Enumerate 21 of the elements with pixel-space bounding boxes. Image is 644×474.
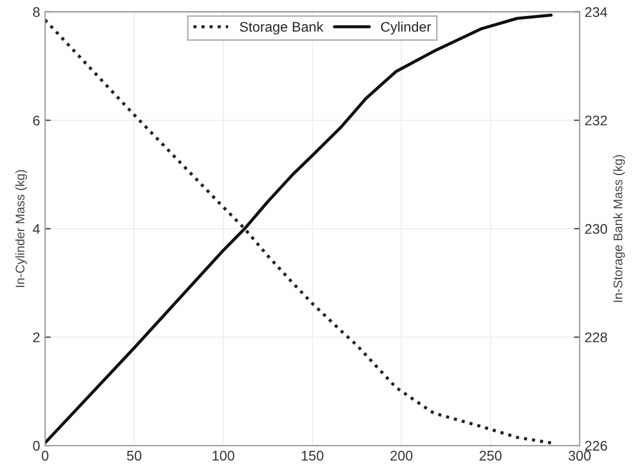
legend-label: Cylinder <box>381 22 432 35</box>
x-tick-label: 200 <box>390 450 412 461</box>
y-tick-label: 6 <box>33 116 40 126</box>
x-tick-label: 250 <box>480 450 502 461</box>
y2-tick-label: 226 <box>585 440 608 451</box>
y2-tick-label: 228 <box>585 332 608 342</box>
y-tick-label: 2 <box>33 332 40 342</box>
x-tick-label: 0 <box>42 450 48 461</box>
legend-label: Storage Bank <box>240 22 324 35</box>
y2-tick-label: 234 <box>585 7 608 18</box>
y-tick-label: 4 <box>32 224 40 234</box>
x-tick-label: 300 <box>568 450 591 461</box>
y-tick-label: 0 <box>33 440 40 451</box>
y2-tick-label: 230 <box>585 224 608 234</box>
y-tick-label: 8 <box>33 7 40 18</box>
x-tick-label: 100 <box>212 450 234 461</box>
y-axis-title: In-Cylinder Mass (kg) <box>15 170 27 287</box>
y2-axis-title: In-Storage Bank Mass (kg) <box>613 155 625 302</box>
x-tick-label: 50 <box>127 450 142 461</box>
y2-tick-label: 232 <box>585 116 607 126</box>
x-tick-label: 150 <box>302 450 324 461</box>
